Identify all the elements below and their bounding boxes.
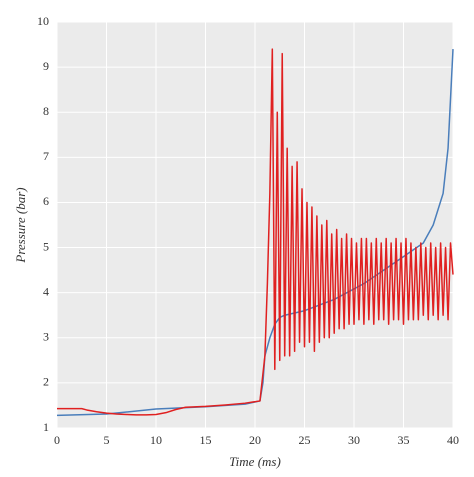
y-tick-label: 1: [43, 420, 49, 434]
x-tick-label: 10: [150, 433, 162, 447]
y-tick-label: 5: [43, 239, 49, 253]
y-tick-label: 8: [43, 104, 49, 118]
x-tick-label: 35: [398, 433, 410, 447]
y-tick-label: 3: [43, 330, 49, 344]
x-tick-label: 20: [249, 433, 261, 447]
x-tick-label: 30: [348, 433, 360, 447]
y-tick-label: 9: [43, 59, 49, 73]
series-line: [57, 48, 454, 416]
x-tick-label: 25: [299, 433, 311, 447]
x-tick-label: 0: [54, 433, 60, 447]
y-tick-label: 4: [43, 284, 49, 298]
y-axis-title: Pressure (bar): [13, 187, 28, 263]
y-tick-label: 7: [43, 149, 49, 163]
x-axis-title: Time (ms): [229, 454, 281, 469]
x-tick-label: 40: [447, 433, 459, 447]
y-tick-label: 2: [43, 375, 49, 389]
x-tick-label: 5: [104, 433, 110, 447]
y-tick-label: 6: [43, 194, 49, 208]
y-tick-label: 10: [37, 14, 49, 28]
x-tick-label: 15: [200, 433, 212, 447]
